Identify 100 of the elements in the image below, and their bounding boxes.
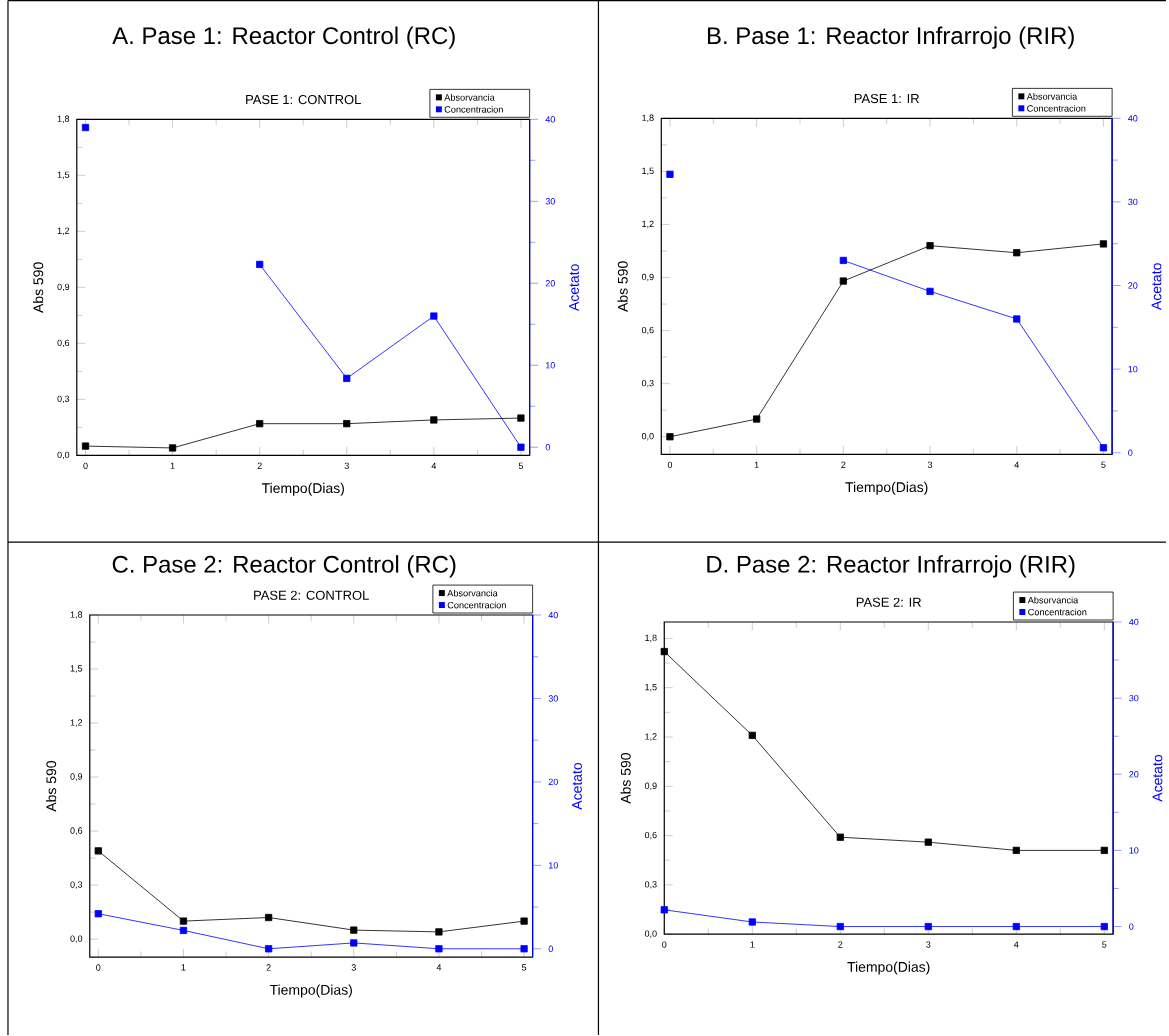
y-tick-label: 1,5	[57, 171, 70, 180]
y-tick-label: 1,5	[645, 684, 657, 692]
x-axis-title: Tiempo(Dias)	[845, 482, 928, 496]
x-axis-title: Tiempo(Dias)	[269, 984, 352, 998]
x-tick-label: 4	[436, 964, 442, 971]
x-tick-label: 4	[431, 462, 437, 470]
x-tick-label: 2	[257, 462, 262, 470]
point	[179, 917, 188, 925]
point	[926, 288, 934, 296]
point	[520, 945, 528, 953]
legend-label: Concentracion	[1027, 105, 1086, 112]
x-tick-label: 5	[1102, 941, 1107, 948]
point	[256, 261, 264, 269]
y-tick-label: 0,0	[644, 930, 657, 939]
point	[748, 732, 756, 740]
point	[1012, 923, 1020, 931]
y-tick-label: 1,2	[57, 227, 70, 236]
point	[836, 833, 844, 842]
x-tick-label: 3	[927, 461, 933, 469]
x-axis-title: Tiempo(Dias)	[847, 961, 930, 975]
x-tick-label: 2	[841, 461, 846, 469]
y-tick-label: 1,8	[642, 114, 654, 123]
y-tick-label: 1,2	[70, 719, 83, 728]
point	[666, 433, 674, 441]
point	[265, 914, 273, 922]
point	[343, 375, 351, 383]
y2-tick-label: 10	[549, 862, 558, 869]
y2-tick-label: 0	[1129, 923, 1134, 930]
point	[1100, 923, 1108, 931]
y-tick-label: 1,5	[642, 167, 654, 176]
chart-title: C. Pase 2: Reactor Control (RC)	[112, 555, 456, 578]
x-tick-label: 0	[662, 941, 667, 949]
legend-label: Absorvancia	[447, 589, 498, 597]
x-tick-label: 3	[344, 462, 349, 470]
y2-tick-label: 30	[1129, 695, 1139, 702]
point	[924, 923, 932, 931]
chart-title: B. Pase 1: Reactor Infrarrojo (RIR)	[707, 26, 1074, 50]
y2-axis-title: Acetato	[1152, 755, 1163, 802]
point	[520, 917, 528, 925]
point	[839, 277, 847, 285]
x-tick-label: 1	[750, 941, 755, 948]
y2-tick-label: 40	[548, 612, 558, 619]
legend-label: Concentracion	[1028, 608, 1087, 616]
chart-subtitle: PASE 1: IR	[854, 94, 919, 104]
point	[839, 257, 847, 265]
x-tick-label: 2	[838, 941, 843, 948]
x-tick-label: 1	[181, 964, 186, 971]
y-axis-title: Abs 590	[45, 761, 57, 812]
x-tick-label: 0	[83, 462, 88, 470]
point	[94, 847, 102, 855]
y-tick-label: 1,8	[70, 611, 83, 619]
point	[517, 414, 525, 422]
chart-subtitle: PASE 2: CONTROL	[254, 590, 369, 601]
point	[1099, 444, 1108, 452]
x-tick-label: 4	[1014, 941, 1019, 948]
y-tick-label: 0,9	[70, 773, 83, 782]
x-tick-label: 0	[667, 461, 673, 469]
y-axis-title: Abs 590	[620, 753, 631, 804]
point	[924, 838, 932, 847]
x-tick-label: 1	[170, 462, 175, 470]
x-tick-label: 3	[926, 941, 931, 949]
chart-title: A. Pase 1: Reactor Control (RC)	[112, 26, 455, 50]
point	[350, 939, 358, 947]
legend-label: Concentracion	[444, 106, 503, 113]
point	[660, 648, 668, 656]
point	[169, 444, 177, 452]
point	[435, 928, 443, 936]
y-tick-label: 0,3	[641, 380, 654, 388]
y-tick-label: 0,6	[70, 827, 83, 836]
y2-tick-label: 20	[1128, 282, 1138, 289]
y2-tick-label: 40	[1128, 115, 1138, 122]
point	[435, 945, 443, 953]
point	[748, 918, 756, 926]
point	[350, 926, 358, 934]
chart-subtitle: PASE 2: IR	[856, 597, 921, 608]
x-tick-label: 5	[1101, 461, 1106, 469]
point	[753, 415, 761, 423]
y2-tick-label: 10	[1128, 366, 1138, 373]
y2-tick-label: 0	[545, 444, 550, 451]
y-tick-label: 0,6	[57, 339, 70, 348]
y-tick-label: 1,2	[645, 733, 657, 741]
x-tick-label: 1	[754, 461, 759, 469]
y2-tick-label: 20	[545, 280, 555, 287]
y-tick-label: 0,3	[644, 881, 657, 889]
y2-tick-label: 30	[1128, 198, 1138, 206]
legend-label: Absorvancia	[1026, 93, 1078, 100]
point	[81, 442, 90, 450]
point	[666, 170, 674, 179]
chart-title: D. Pase 2: Reactor Infrarrojo (RIR)	[707, 555, 1075, 578]
y2-tick-label: 0	[1128, 449, 1133, 457]
point	[1013, 249, 1021, 257]
point	[926, 242, 934, 250]
y-tick-label: 0,9	[57, 283, 70, 292]
point	[430, 416, 438, 424]
x-tick-label: 3	[351, 964, 356, 971]
point	[81, 124, 90, 132]
y2-axis-title: Acetato	[1151, 263, 1162, 311]
y-tick-label: 0,6	[644, 832, 657, 840]
y2-tick-label: 40	[1129, 619, 1139, 626]
y-tick-label: 0,6	[641, 327, 654, 335]
